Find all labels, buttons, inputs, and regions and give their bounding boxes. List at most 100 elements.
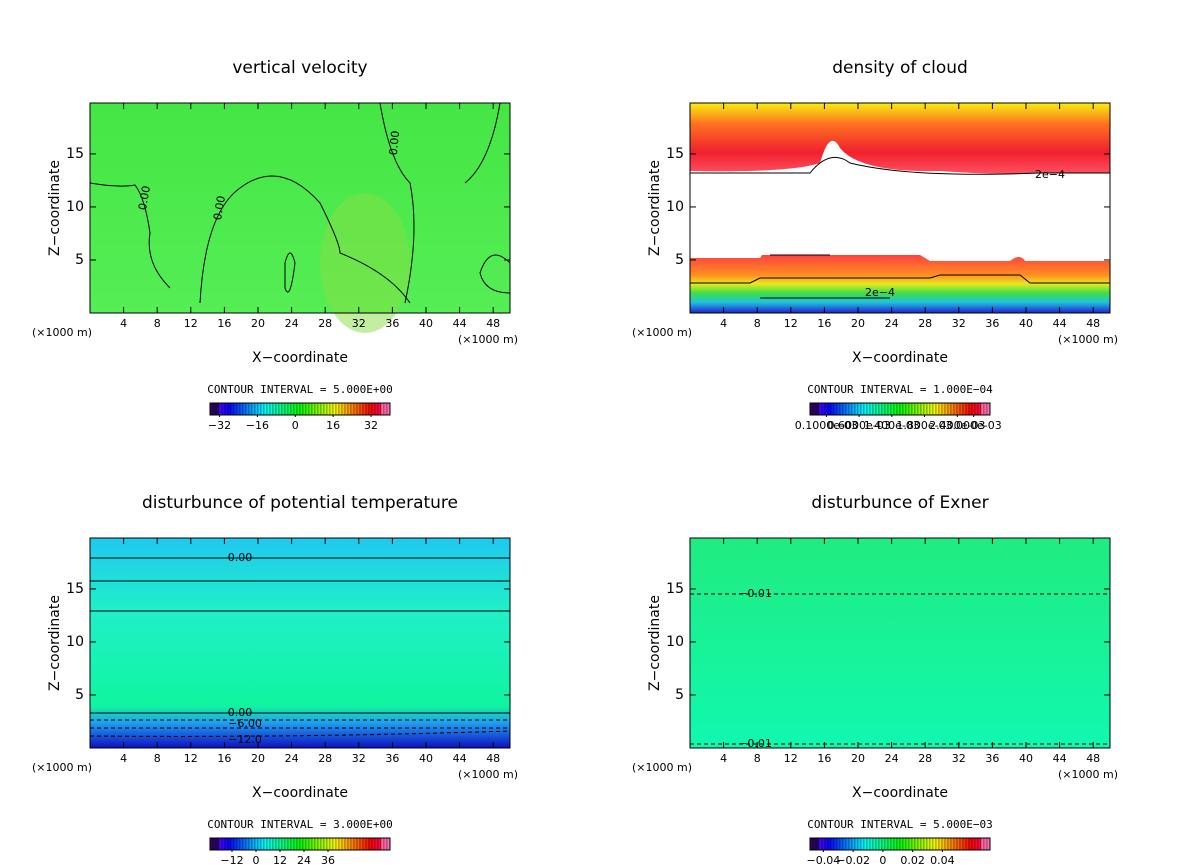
colorbar-cell (329, 837, 334, 851)
colorbar-cell (983, 402, 988, 416)
x-tick-label: 28 (918, 317, 932, 330)
contour-interval: CONTOUR INTERVAL = 5.000E+00 (207, 383, 392, 396)
colorbar-tick-label: −16 (246, 419, 269, 432)
y-tick-label: 15 (66, 581, 84, 597)
y-axis-label: Z−coordinate (47, 160, 63, 256)
colorbar-cell (947, 837, 952, 851)
colorbar-cell (251, 837, 256, 851)
colorbar-cell (320, 837, 325, 851)
colorbar-cell (944, 837, 949, 851)
colorbar-tick-label: 0.6000e-03 (827, 419, 890, 432)
x-tick-label: 4 (120, 317, 127, 330)
x-tick-label: 36 (985, 752, 999, 765)
colorbar-cell (866, 402, 871, 416)
colorbar-cell (263, 837, 268, 851)
colorbar-cell (833, 837, 838, 851)
colorbar-cell (371, 837, 376, 851)
x-unit: (×1000 m) (1058, 333, 1118, 346)
colorbar-tick-label: −0.04 (807, 854, 841, 867)
colorbar-cell (260, 837, 265, 851)
panel: disturbunce of Exner−0.01−0.014 8 12 16 20 24… (632, 493, 1118, 867)
colorbar-cell (866, 837, 871, 851)
colorbar-cell (311, 402, 316, 416)
colorbar-cell (839, 837, 844, 851)
colorbar-cell (902, 402, 907, 416)
colorbar-cell (239, 402, 244, 416)
x-tick-label: 48 (486, 317, 500, 330)
colorbar-cell (941, 402, 946, 416)
colorbar-cell (824, 402, 829, 416)
colorbar-tick-label: 32 (364, 419, 378, 432)
x-tick-label: 12 (784, 752, 798, 765)
x-tick-label: 36 (985, 317, 999, 330)
colorbar-cell (317, 402, 322, 416)
colorbar-cell (359, 402, 364, 416)
colorbar-cell (908, 402, 913, 416)
colorbar-cell (854, 837, 859, 851)
plot-frame (89, 102, 511, 314)
colorbar-cell (290, 837, 295, 851)
colorbar-cell (221, 837, 226, 851)
colorbar-cell (302, 402, 307, 416)
colorbar-cell (920, 837, 925, 851)
colorbar-cell (944, 402, 949, 416)
colorbar-cell (905, 402, 910, 416)
x-tick-label: 40 (1019, 317, 1033, 330)
colorbar-cell (320, 402, 325, 416)
x-axis-label: X−coordinate (852, 785, 948, 801)
colorbar-frame (209, 402, 391, 416)
colorbar-cell (239, 837, 244, 851)
contour-label: −12.0 (228, 733, 262, 746)
colorbar-cell (902, 837, 907, 851)
x-tick-label: 16 (217, 317, 231, 330)
colorbar-tick-label: 0.1000e-03 (795, 419, 858, 432)
colorbar-cell (236, 837, 241, 851)
y-axis-label: Z−coordinate (647, 160, 663, 256)
colorbar-cell (257, 402, 262, 416)
colorbar-cell (935, 402, 940, 416)
colorbar-cell (851, 402, 856, 416)
colorbar-cell (935, 837, 940, 851)
colorbar-cell (977, 837, 982, 851)
panel-title: density of cloud (832, 58, 968, 78)
colorbar-cell (356, 402, 361, 416)
contour-line (199, 175, 411, 304)
colorbar-cell (323, 837, 328, 851)
colorbar-cell (977, 402, 982, 416)
colorbar-cell (932, 402, 937, 416)
colorbar-cell (215, 402, 220, 416)
colorbar-tick-label: 2.400e-03 (929, 419, 985, 432)
colorbar-frame (209, 837, 391, 851)
colorbar-cell (884, 837, 889, 851)
colorbar-cell (374, 402, 379, 416)
colorbar-cell (326, 402, 331, 416)
colorbar-cell (956, 837, 961, 851)
colorbar-cell (836, 402, 841, 416)
colorbar-cell (362, 837, 367, 851)
colorbar-cell (383, 402, 388, 416)
x-tick-label: 4 (120, 752, 127, 765)
x-tick-label: 48 (1086, 752, 1100, 765)
colorbar-tick-label: 0.04 (930, 854, 955, 867)
field (90, 103, 510, 313)
colorbar-cell (860, 402, 865, 416)
colorbar-cell (296, 402, 301, 416)
colorbar-cell (284, 402, 289, 416)
colorbar-cell (299, 837, 304, 851)
x-unit: (×1000 m) (458, 768, 518, 781)
colorbar-cell (818, 402, 823, 416)
contour-line (690, 156, 1110, 175)
colorbar-cell (269, 402, 274, 416)
contour-label: 2e−4 (1035, 168, 1065, 181)
colorbar-cell (368, 402, 373, 416)
colorbar-cell (329, 402, 334, 416)
colorbar-cell (962, 402, 967, 416)
colorbar-cell (338, 837, 343, 851)
colorbar-cell (926, 837, 931, 851)
x-tick-label: 32 (952, 317, 966, 330)
contour-line (479, 254, 511, 294)
x-tick-label: 28 (918, 752, 932, 765)
colorbar-cell (896, 402, 901, 416)
field (320, 193, 410, 333)
